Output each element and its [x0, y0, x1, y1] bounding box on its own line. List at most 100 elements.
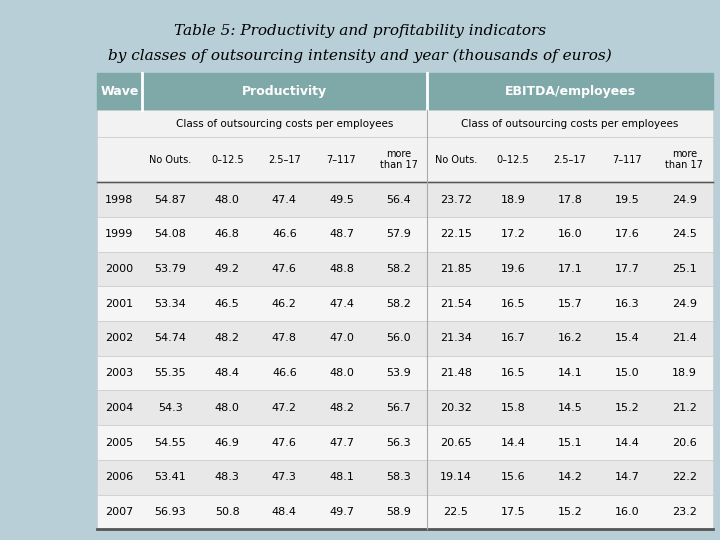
- Text: 21.34: 21.34: [440, 334, 472, 343]
- Text: 54.74: 54.74: [154, 334, 186, 343]
- Text: 47.4: 47.4: [329, 299, 354, 309]
- Text: 2.5–17: 2.5–17: [554, 154, 586, 165]
- Text: 21.85: 21.85: [440, 264, 472, 274]
- Text: 47.0: 47.0: [329, 334, 354, 343]
- Text: 58.2: 58.2: [386, 299, 411, 309]
- Bar: [97, 252, 713, 286]
- Text: 16.5: 16.5: [500, 299, 525, 309]
- Text: 18.9: 18.9: [672, 368, 697, 378]
- Text: 14.2: 14.2: [557, 472, 582, 482]
- Bar: [97, 390, 713, 425]
- Text: 47.3: 47.3: [272, 472, 297, 482]
- Text: more
than 17: more than 17: [665, 149, 703, 171]
- Text: 24.5: 24.5: [672, 230, 697, 239]
- Text: 57.9: 57.9: [386, 230, 411, 239]
- Text: 2007: 2007: [105, 507, 133, 517]
- Text: 20.65: 20.65: [440, 437, 472, 448]
- Text: 17.6: 17.6: [615, 230, 639, 239]
- Text: 14.5: 14.5: [557, 403, 582, 413]
- Text: 58.3: 58.3: [386, 472, 411, 482]
- Text: 15.1: 15.1: [558, 437, 582, 448]
- Bar: [97, 183, 713, 217]
- Bar: [97, 356, 713, 390]
- Text: 20.6: 20.6: [672, 437, 697, 448]
- Text: 21.48: 21.48: [440, 368, 472, 378]
- Bar: [97, 217, 713, 252]
- Text: 47.7: 47.7: [329, 437, 354, 448]
- Text: 54.87: 54.87: [154, 195, 186, 205]
- Text: 19.6: 19.6: [500, 264, 525, 274]
- Text: 58.9: 58.9: [386, 507, 411, 517]
- Text: 46.8: 46.8: [215, 230, 240, 239]
- Text: Class of outsourcing costs per employees: Class of outsourcing costs per employees: [176, 119, 393, 129]
- Text: 15.2: 15.2: [557, 507, 582, 517]
- Text: 21.2: 21.2: [672, 403, 697, 413]
- Bar: [97, 495, 713, 529]
- Text: 50.8: 50.8: [215, 507, 240, 517]
- Text: 7–117: 7–117: [612, 154, 642, 165]
- Text: 7–117: 7–117: [327, 154, 356, 165]
- Text: 22.5: 22.5: [444, 507, 468, 517]
- Text: 20.32: 20.32: [440, 403, 472, 413]
- Text: 54.55: 54.55: [154, 437, 186, 448]
- Bar: [97, 110, 713, 137]
- Text: 21.4: 21.4: [672, 334, 697, 343]
- Text: 17.1: 17.1: [557, 264, 582, 274]
- Text: 17.5: 17.5: [500, 507, 525, 517]
- Text: 48.7: 48.7: [329, 230, 354, 239]
- Text: 53.9: 53.9: [386, 368, 411, 378]
- Text: 15.7: 15.7: [557, 299, 582, 309]
- Text: 56.93: 56.93: [154, 507, 186, 517]
- Text: 53.34: 53.34: [154, 299, 186, 309]
- Text: 2.5–17: 2.5–17: [268, 154, 301, 165]
- Text: 0–12.5: 0–12.5: [211, 154, 243, 165]
- Text: 53.41: 53.41: [154, 472, 186, 482]
- Text: 48.4: 48.4: [215, 368, 240, 378]
- Text: 23.72: 23.72: [440, 195, 472, 205]
- Text: 16.0: 16.0: [615, 507, 639, 517]
- Text: Productivity: Productivity: [242, 85, 327, 98]
- Text: 47.6: 47.6: [272, 437, 297, 448]
- Bar: [97, 286, 713, 321]
- Bar: [97, 425, 713, 460]
- Text: 48.2: 48.2: [329, 403, 354, 413]
- Text: 48.0: 48.0: [215, 195, 240, 205]
- Text: 22.15: 22.15: [440, 230, 472, 239]
- Text: 16.2: 16.2: [557, 334, 582, 343]
- Text: 48.0: 48.0: [329, 368, 354, 378]
- Text: 48.0: 48.0: [215, 403, 240, 413]
- Text: 48.8: 48.8: [329, 264, 354, 274]
- Text: 15.8: 15.8: [500, 403, 525, 413]
- Text: 21.54: 21.54: [440, 299, 472, 309]
- Text: 49.2: 49.2: [215, 264, 240, 274]
- Text: 15.4: 15.4: [615, 334, 639, 343]
- Text: No Outs.: No Outs.: [435, 154, 477, 165]
- Text: 49.5: 49.5: [329, 195, 354, 205]
- Text: 49.7: 49.7: [329, 507, 354, 517]
- Text: 24.9: 24.9: [672, 299, 697, 309]
- Text: 53.79: 53.79: [154, 264, 186, 274]
- Text: 48.3: 48.3: [215, 472, 240, 482]
- Text: 17.7: 17.7: [615, 264, 639, 274]
- Text: 46.2: 46.2: [272, 299, 297, 309]
- Text: 46.5: 46.5: [215, 299, 240, 309]
- Text: 56.0: 56.0: [387, 334, 411, 343]
- Text: 14.7: 14.7: [615, 472, 639, 482]
- Text: 15.0: 15.0: [615, 368, 639, 378]
- Bar: [97, 321, 713, 356]
- Text: 15.6: 15.6: [500, 472, 525, 482]
- Text: 48.2: 48.2: [215, 334, 240, 343]
- Text: more
than 17: more than 17: [379, 149, 418, 171]
- Text: 47.4: 47.4: [272, 195, 297, 205]
- Text: 23.2: 23.2: [672, 507, 697, 517]
- Text: 25.1: 25.1: [672, 264, 697, 274]
- Text: 16.7: 16.7: [500, 334, 525, 343]
- Text: 2000: 2000: [105, 264, 133, 274]
- Text: 58.2: 58.2: [386, 264, 411, 274]
- Text: 46.6: 46.6: [272, 230, 297, 239]
- Text: 56.3: 56.3: [387, 437, 411, 448]
- Text: 56.4: 56.4: [386, 195, 411, 205]
- Text: 47.6: 47.6: [272, 264, 297, 274]
- Text: 16.3: 16.3: [615, 299, 639, 309]
- Text: 19.5: 19.5: [615, 195, 639, 205]
